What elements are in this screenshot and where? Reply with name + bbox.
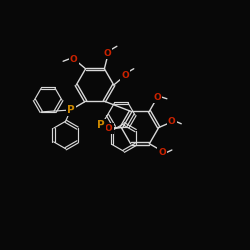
Text: O: O (168, 117, 175, 126)
Text: O: O (153, 93, 161, 102)
Text: P: P (98, 120, 105, 130)
Text: O: O (70, 55, 78, 64)
Text: O: O (158, 148, 166, 157)
Text: O: O (121, 71, 129, 80)
Text: P: P (67, 105, 74, 115)
Text: O: O (105, 124, 112, 133)
Text: O: O (104, 49, 111, 58)
